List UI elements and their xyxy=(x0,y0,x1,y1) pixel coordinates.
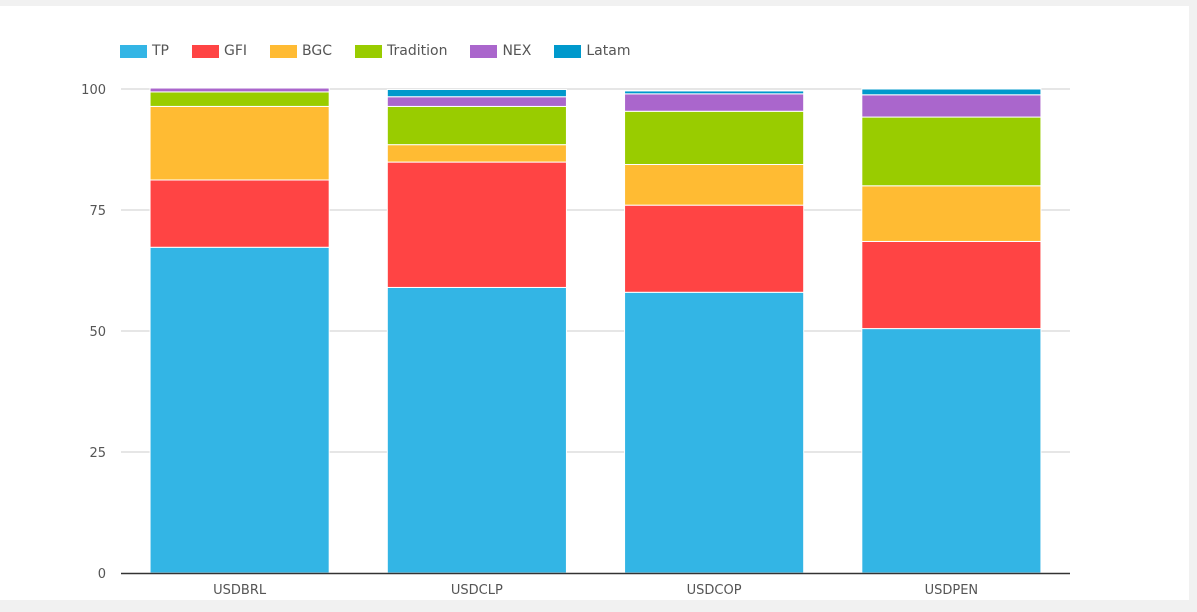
bar-segment-bgc-usdcop[interactable] xyxy=(624,164,805,206)
bar-segment-tp-usdclp[interactable] xyxy=(386,286,567,574)
bar-segment-latam-usdclp[interactable] xyxy=(386,88,567,98)
legend-swatch xyxy=(270,44,298,58)
legend-label: NEX xyxy=(502,43,532,59)
legend-item-tp[interactable]: TP xyxy=(120,43,169,59)
legend-swatch xyxy=(355,44,383,58)
bar-segment-latam-usdpen[interactable] xyxy=(861,88,1042,96)
chart-legend: TP GFI BGC Tradition NEX Latam xyxy=(120,43,653,59)
x-tick-label: USDCOP xyxy=(687,583,742,598)
legend-swatch xyxy=(192,44,219,58)
stacked-bar-chart: 0 25 50 75 100 USDBRL USDCLP USDCOP USDPEN xyxy=(81,83,1070,598)
x-tick-label: USDBRL xyxy=(213,583,267,598)
y-tick-label: 50 xyxy=(89,325,106,340)
bar-segment-nex-usdcop[interactable] xyxy=(624,93,805,112)
legend-label: BGC xyxy=(302,43,333,59)
legend-label: TP xyxy=(152,43,169,59)
legend-swatch xyxy=(470,44,498,58)
bar-segment-tp-usdpen[interactable] xyxy=(861,328,1042,574)
bar-segment-gfi-usdbrl[interactable] xyxy=(149,179,330,248)
bar-segment-tradition-usdpen[interactable] xyxy=(861,116,1042,187)
y-tick-label: 100 xyxy=(81,83,106,98)
bar-segment-tp-usdbrl[interactable] xyxy=(149,246,330,574)
bar-segment-tp-usdcop[interactable] xyxy=(624,291,805,574)
bar-segment-gfi-usdpen[interactable] xyxy=(861,240,1042,330)
y-tick-label: 0 xyxy=(98,567,106,582)
legend-item-latam[interactable]: Latam xyxy=(554,43,630,59)
chart-card: TP GFI BGC Tradition NEX Latam 0 25 50 75 100 USDB… xyxy=(0,6,1189,600)
bar-segment-tradition-usdclp[interactable] xyxy=(386,105,567,146)
bar-segment-gfi-usdcop[interactable] xyxy=(624,204,805,293)
bar-segment-nex-usdbrl[interactable] xyxy=(149,87,330,93)
legend-item-bgc[interactable]: BGC xyxy=(270,43,332,59)
y-tick-label: 25 xyxy=(89,446,106,461)
y-tick-label: 75 xyxy=(89,204,106,219)
bar-segment-nex-usdpen[interactable] xyxy=(861,94,1042,118)
legend-label: Latam xyxy=(586,43,631,59)
legend-item-tradition[interactable]: Tradition xyxy=(355,43,447,59)
bar-segment-bgc-usdbrl[interactable] xyxy=(149,105,330,181)
bar-segment-bgc-usdclp[interactable] xyxy=(386,144,567,163)
bar-segment-gfi-usdclp[interactable] xyxy=(386,161,567,288)
bar-segment-nex-usdclp[interactable] xyxy=(386,96,567,107)
legend-item-gfi[interactable]: GFI xyxy=(192,43,247,59)
x-tick-label: USDPEN xyxy=(925,583,979,598)
legend-swatch xyxy=(554,44,582,58)
bar-segment-latam-usdcop[interactable] xyxy=(624,90,805,95)
legend-label: GFI xyxy=(224,43,248,59)
bar-segment-tradition-usdcop[interactable] xyxy=(624,110,805,166)
legend-item-nex[interactable]: NEX xyxy=(470,43,531,59)
legend-label: Tradition xyxy=(387,43,448,59)
bar-segment-bgc-usdpen[interactable] xyxy=(861,185,1042,242)
bar-segment-tradition-usdbrl[interactable] xyxy=(149,91,330,107)
legend-swatch xyxy=(120,44,147,58)
x-tick-label: USDCLP xyxy=(451,583,503,598)
